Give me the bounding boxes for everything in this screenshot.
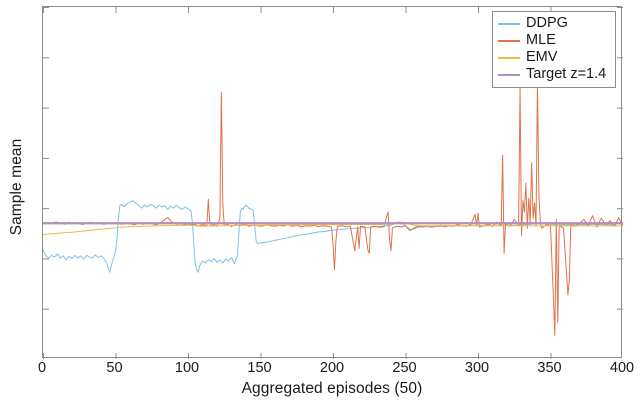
legend-label: MLE [526, 32, 556, 48]
x-tick-label-text: 200 [319, 360, 345, 376]
x-tick-label-text: 50 [106, 360, 123, 376]
y-axis-label: Sample mean [8, 138, 25, 236]
legend-label: EMV [526, 49, 558, 65]
legend-swatch [498, 39, 520, 42]
x-tick-label-text: 0 [37, 360, 47, 376]
series-line-mle [43, 83, 623, 336]
legend-item-emv[interactable]: EMV [498, 49, 610, 66]
legend-item-target-z-1-4[interactable]: Target z=1.4 [498, 66, 610, 83]
x-tick-label-text: 250 [392, 360, 417, 376]
legend-label: Target z=1.4 [526, 66, 607, 82]
legend-item-mle[interactable]: MLE [498, 32, 610, 49]
legend-item-ddpg[interactable]: DDPG [498, 15, 610, 32]
x-tick-label-text: 150 [247, 360, 272, 376]
legend-swatch [498, 73, 520, 76]
x-tick-label-text: 400 [609, 360, 635, 376]
x-tick-label-text: 350 [537, 360, 562, 376]
x-tick-label-text: 100 [174, 360, 200, 376]
legend: DDPG MLE EMV Target z=1.4 [492, 11, 616, 88]
x-tick-label-text: 300 [464, 360, 490, 376]
legend-swatch [498, 22, 520, 25]
legend-swatch [498, 56, 520, 59]
plot-svg [43, 7, 623, 359]
x-axis-label: Aggregated episodes (50) [241, 380, 423, 397]
legend-label: DDPG [526, 15, 568, 31]
series-line-emv [43, 221, 623, 236]
